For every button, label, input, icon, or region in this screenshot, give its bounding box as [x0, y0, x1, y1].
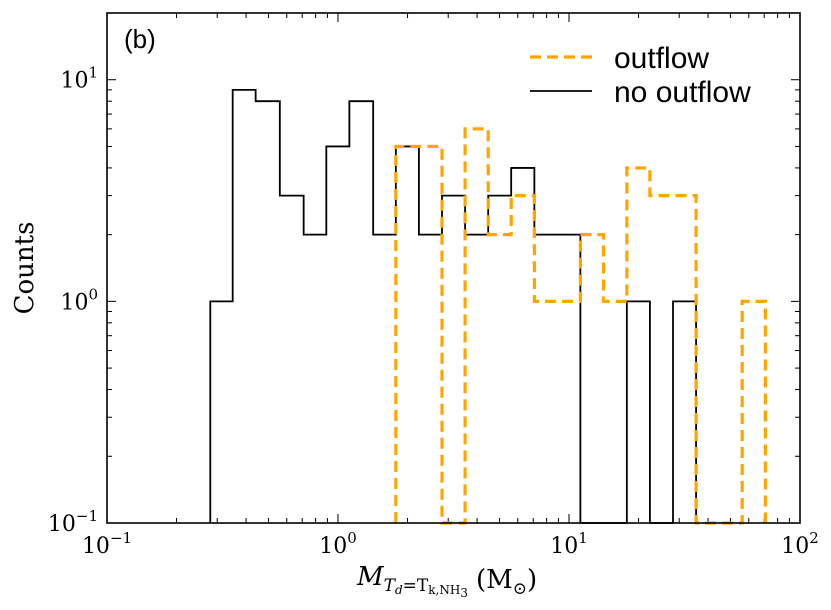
- x-tick-label: 101: [550, 529, 588, 559]
- panel-label: (b): [124, 24, 156, 54]
- legend: outflow no outflow: [530, 42, 751, 109]
- x-tick-label: 102: [781, 529, 819, 559]
- series-outflow: [394, 127, 767, 525]
- x-tick-label: 100: [319, 529, 357, 559]
- y-tick-label: 100: [60, 285, 98, 315]
- y-tick-label: 101: [60, 64, 98, 94]
- plot-frame: [106, 12, 801, 524]
- x-axis-title: MTd=Tk,NH3 (M⊙): [356, 562, 537, 600]
- legend-label-outflow: outflow: [614, 42, 709, 75]
- tick-marks: [106, 12, 800, 524]
- histogram-series: [209, 88, 767, 525]
- tick-labels: 10−1 100 101 102 10−1 100 101: [48, 64, 819, 559]
- series-no-outflow: [209, 88, 697, 524]
- x-tick-label: 10−1: [82, 529, 132, 559]
- y-axis-title: Counts: [10, 222, 40, 315]
- y-tick-label: 10−1: [48, 507, 98, 537]
- legend-label-no-outflow: no outflow: [614, 76, 751, 109]
